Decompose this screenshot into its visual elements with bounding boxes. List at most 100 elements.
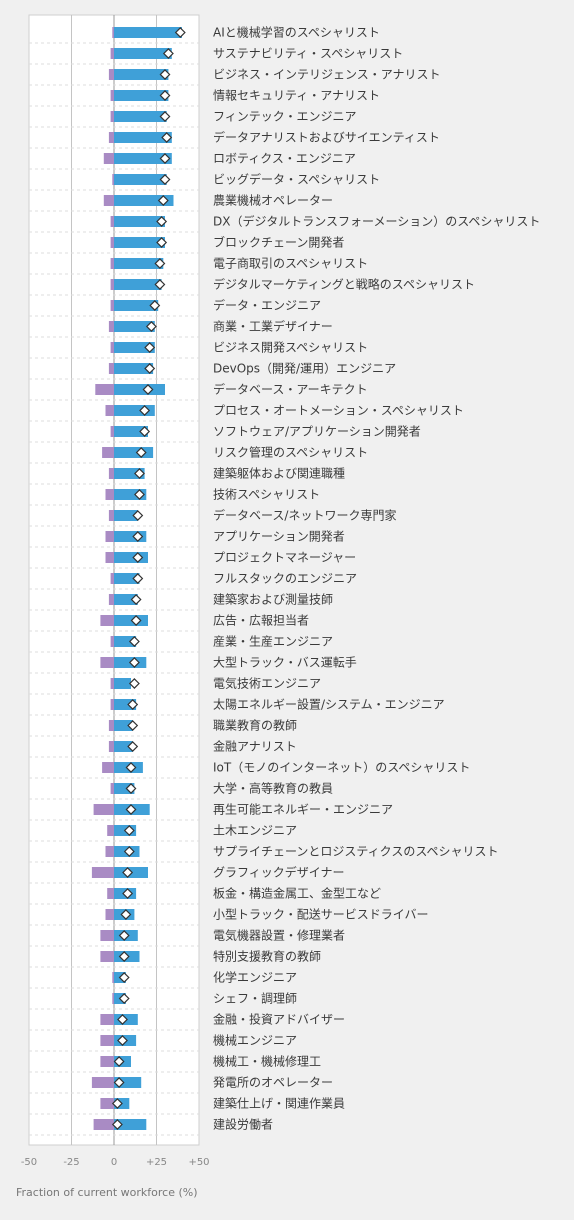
growth-bar bbox=[114, 237, 165, 248]
category-label: 金融アナリスト bbox=[213, 739, 297, 754]
growth-bar bbox=[114, 489, 147, 500]
category-labels: AIと機械学習のスペシャリストサステナビリティ・スペシャリストビジネス・インテリ… bbox=[213, 25, 540, 1132]
decline-bar bbox=[108, 132, 114, 143]
growth-bar bbox=[114, 111, 167, 122]
x-axis-title: Fraction of current workforce (%) bbox=[16, 1186, 198, 1199]
net-marker bbox=[123, 846, 135, 857]
net-marker bbox=[149, 300, 161, 311]
net-marker bbox=[174, 27, 186, 38]
decline-bar bbox=[110, 216, 114, 227]
net-marker bbox=[159, 90, 171, 101]
decline-bar bbox=[107, 825, 114, 836]
net-marker bbox=[125, 762, 137, 773]
category-label: 農業機械オペレーター bbox=[213, 193, 333, 208]
growth-bar bbox=[114, 69, 169, 80]
net-marker bbox=[134, 489, 145, 500]
category-label: 機械工・機械修理工 bbox=[213, 1054, 321, 1069]
category-label: 技術スペシャリスト bbox=[213, 488, 320, 502]
net-marker bbox=[117, 1014, 128, 1025]
growth-bar bbox=[114, 531, 147, 542]
net-marker bbox=[144, 342, 156, 353]
growth-bar bbox=[114, 594, 138, 605]
decline-bar bbox=[110, 258, 114, 269]
growth-bar bbox=[114, 447, 154, 458]
net-marker bbox=[118, 993, 130, 1004]
decline-bar bbox=[110, 636, 114, 647]
category-label: デジタルマーケティングと戦略のスペシャリスト bbox=[213, 277, 475, 292]
x-tick-label: -50 bbox=[21, 1157, 37, 1168]
net-marker bbox=[159, 153, 171, 164]
net-marker bbox=[127, 741, 139, 752]
category-label: 小型トラック・配送サービスドライバー bbox=[213, 907, 429, 922]
category-label: ビジネス・インテリジェンス・アナリスト bbox=[213, 68, 441, 82]
decline-bar bbox=[100, 615, 114, 626]
decline-bar bbox=[110, 342, 114, 353]
category-label: 職業教育の教師 bbox=[213, 718, 297, 733]
net-marker bbox=[142, 384, 154, 395]
growth-bar bbox=[114, 1077, 142, 1088]
decline-bar bbox=[108, 510, 114, 521]
decline-bar bbox=[110, 111, 114, 122]
decline-bar bbox=[100, 1035, 114, 1046]
decline-bar bbox=[112, 174, 114, 185]
category-label: プロセス・オートメーション・スペシャリスト bbox=[213, 404, 464, 418]
net-marker bbox=[159, 111, 171, 122]
category-label: 建設労働者 bbox=[213, 1117, 273, 1132]
category-label: データベース/ネットワーク専門家 bbox=[213, 508, 396, 523]
category-label: ロボティクス・エンジニア bbox=[213, 152, 356, 166]
net-marker bbox=[132, 573, 144, 584]
net-marker bbox=[128, 678, 140, 689]
category-label: 化学エンジニア bbox=[213, 970, 297, 985]
decline-bar bbox=[100, 1014, 114, 1025]
category-label: データアナリストおよびサイエンティスト bbox=[213, 130, 440, 145]
net-marker bbox=[159, 174, 171, 185]
net-marker bbox=[122, 888, 134, 899]
net-marker bbox=[113, 1056, 125, 1067]
decline-bar bbox=[100, 657, 114, 668]
decline-bar bbox=[110, 783, 114, 794]
category-label: アプリケーション開発者 bbox=[213, 530, 345, 544]
category-label: フルスタックのエンジニア bbox=[213, 572, 357, 586]
decline-bar bbox=[110, 426, 114, 437]
growth-bar bbox=[114, 300, 159, 311]
category-label: 大型トラック・バス運転手 bbox=[213, 656, 357, 670]
growth-bar bbox=[114, 783, 135, 794]
category-label: ブロックチェーン開発者 bbox=[213, 235, 344, 250]
net-marker bbox=[139, 426, 151, 437]
decline-bar bbox=[108, 69, 114, 80]
growth-bar bbox=[114, 405, 155, 416]
decline-bar bbox=[93, 804, 114, 815]
decline-bar bbox=[110, 279, 114, 290]
growth-bar bbox=[114, 27, 182, 38]
category-label: AIと機械学習のスペシャリスト bbox=[213, 25, 380, 40]
net-marker bbox=[117, 1035, 128, 1046]
growth-bar bbox=[114, 363, 154, 374]
net-marker bbox=[156, 216, 168, 227]
decline-bar bbox=[103, 153, 114, 164]
net-marker bbox=[134, 468, 145, 479]
net-marker bbox=[122, 867, 134, 878]
net-marker bbox=[132, 531, 144, 542]
growth-bar bbox=[114, 153, 172, 164]
category-label: 建築躯体および関連職種 bbox=[213, 466, 345, 481]
decline-bar bbox=[107, 888, 114, 899]
category-label: 情報セキュリティ・アナリスト bbox=[213, 89, 380, 103]
net-marker bbox=[118, 951, 130, 962]
category-label: 電気技術エンジニア bbox=[213, 676, 321, 691]
x-tick-label: +25 bbox=[146, 1157, 167, 1168]
growth-bar bbox=[114, 426, 148, 437]
category-label: グラフィックデザイナー bbox=[213, 865, 345, 880]
category-label: シェフ・調理師 bbox=[213, 992, 297, 1006]
growth-bar bbox=[114, 279, 162, 290]
net-marker bbox=[118, 930, 130, 941]
net-marker bbox=[120, 909, 132, 920]
category-label: データベース・アーキテクト bbox=[213, 382, 368, 397]
net-marker bbox=[159, 69, 171, 80]
net-marker bbox=[156, 237, 168, 248]
net-marker bbox=[130, 594, 142, 605]
decline-bar bbox=[110, 48, 114, 59]
net-marker bbox=[157, 195, 169, 206]
decline-bar bbox=[102, 447, 114, 458]
growth-bar bbox=[114, 321, 155, 332]
category-label: 金融・投資アドバイザー bbox=[213, 1012, 345, 1027]
